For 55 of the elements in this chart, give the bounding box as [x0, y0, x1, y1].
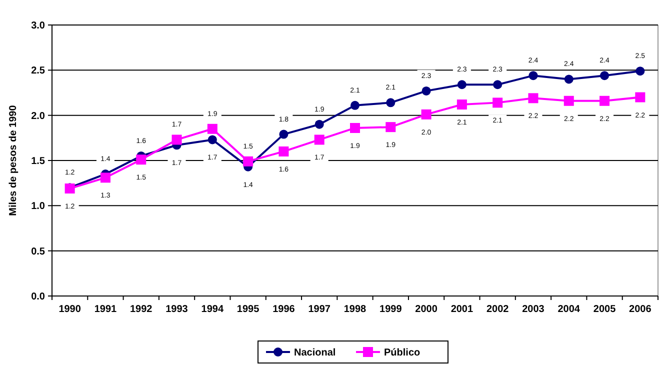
point — [386, 122, 396, 132]
point — [564, 96, 574, 106]
x-tick-label: 1996 — [272, 304, 296, 315]
point — [564, 74, 574, 84]
x-tick-label: 1992 — [130, 304, 153, 315]
point — [314, 120, 324, 129]
x-tick-label: 1995 — [236, 304, 260, 315]
point — [100, 172, 110, 183]
x-tick-label: 1997 — [308, 304, 331, 315]
point — [422, 86, 431, 96]
y-tick-label: 0.0 — [31, 292, 46, 302]
point — [208, 135, 217, 144]
y-axis-title: Miles de pesos de 1990 — [8, 104, 19, 216]
point — [386, 98, 396, 108]
point — [456, 99, 467, 110]
y-tick-label: 3.0 — [31, 20, 46, 32]
x-tick-label: 1991 — [94, 304, 118, 315]
x-tick-label: 1990 — [58, 304, 82, 315]
x-tick-label: 1994 — [201, 304, 224, 315]
point — [636, 66, 645, 76]
x-tick-label: 1993 — [166, 304, 188, 315]
point — [492, 98, 503, 108]
x-tick-label: 1999 — [380, 304, 402, 315]
point — [278, 146, 289, 156]
point — [172, 134, 182, 145]
y-tick-label: 2.5 — [31, 66, 46, 77]
x-tick-label: 2003 — [522, 304, 545, 315]
point — [243, 156, 254, 166]
point — [279, 130, 288, 139]
x-tick-label: 2006 — [629, 304, 652, 315]
x-tick-label: 2004 — [558, 304, 580, 315]
x-tick-label: 2000 — [415, 304, 438, 315]
point — [493, 80, 502, 90]
y-tick-label: 0.5 — [31, 246, 46, 258]
x-tick-label: 2002 — [486, 304, 510, 315]
point — [421, 109, 432, 120]
x-tick-label: 1998 — [344, 304, 367, 315]
point — [350, 100, 360, 110]
y-tick-label: 1.0 — [31, 201, 46, 212]
point — [350, 122, 360, 133]
y-tick-label: 1.5 — [31, 156, 46, 167]
point — [528, 93, 538, 104]
legend-label: Nacional — [294, 348, 336, 358]
point — [207, 124, 218, 134]
point — [635, 92, 646, 102]
point — [528, 71, 538, 80]
point — [136, 154, 146, 165]
y-tick-label: 2.0 — [31, 110, 46, 122]
point — [314, 134, 324, 145]
point — [600, 71, 610, 80]
point — [457, 80, 466, 90]
point — [600, 96, 610, 106]
legend-label: Público — [384, 348, 420, 358]
x-tick-label: 2005 — [593, 304, 616, 315]
x-tick-label: 2001 — [450, 304, 474, 315]
